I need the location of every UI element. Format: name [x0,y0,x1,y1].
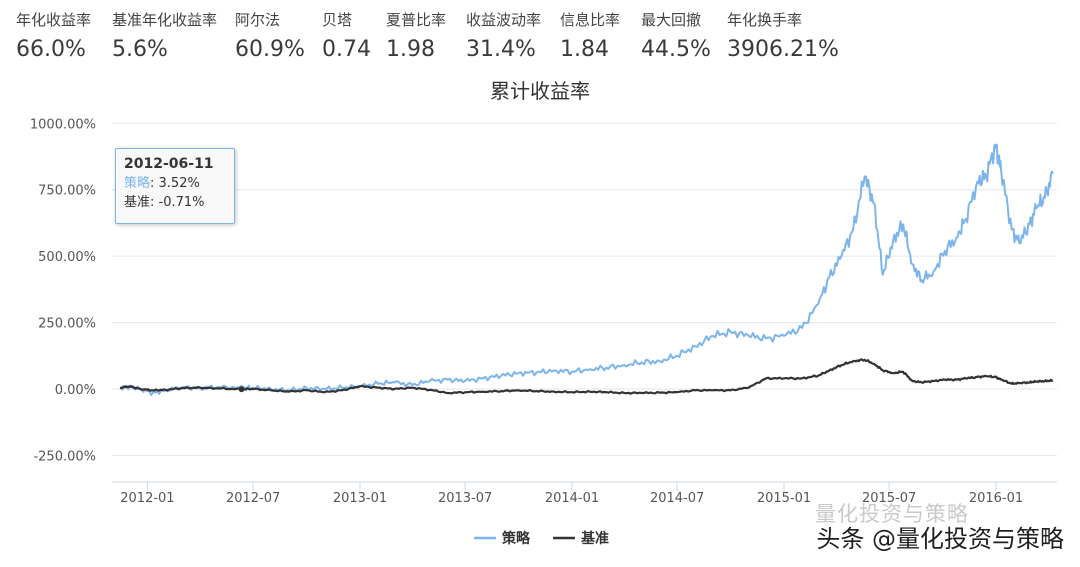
tooltip-row-strategy: 策略: 3.52% [124,176,200,191]
legend-item-strategy[interactable]: 策略 [474,530,531,547]
y-tick-label: 750.00% [38,184,96,199]
y-tick-label: 500.00% [38,250,96,265]
metric-label: 年化换手率 [727,11,803,29]
tooltip-date: 2012-06-11 [124,156,214,172]
x-tick-label: 2016-01 [969,491,1023,506]
metric-value: 1.98 [386,37,435,62]
metric-benchmark-annual-return: 基准年化收益率 5.6% [112,9,217,64]
tooltip-series-value: 3.52% [158,176,200,191]
x-tick-label: 2012-07 [226,491,280,506]
x-tick-label: 2013-01 [333,491,387,506]
benchmark-line[interactable] [119,358,1054,395]
x-tick-label: 2015-07 [862,491,916,506]
x-tick-label: 2015-01 [757,491,811,506]
metric-value: 3906.21% [727,37,839,62]
tick-labels: -250.00% 0.00% 250.00% 500.00% 750.00% 1000.0… [30,117,1023,506]
metrics-bar: 年化收益率 66.0% 基准年化收益率 5.6% 阿尔法 60.9% 贝塔 0.… [16,9,1064,69]
metric-value: 0.74 [322,37,371,62]
legend-label: 基准 [581,530,609,547]
metric-sharpe: 夏普比率 1.98 [386,9,446,64]
strategy-line[interactable] [119,143,1054,396]
chart-tooltip: 2012-06-11 策略: 3.52% 基准: -0.71% [115,148,235,224]
x-axis [112,481,1057,491]
metric-label: 年化收益率 [16,11,92,29]
metric-value: 66.0% [16,37,86,62]
metric-label: 夏普比率 [386,11,447,29]
metric-value: 5.6% [112,37,168,62]
tooltip-series-name: 策略 [124,176,151,191]
metric-label: 基准年化收益率 [112,11,218,29]
metric-max-drawdown: 最大回撤 44.5% [641,9,711,64]
x-tick-label: 2013-07 [438,491,492,506]
chart-title: 累计收益率 [490,79,590,103]
hover-point-benchmark [238,386,245,393]
metric-value: 60.9% [235,37,305,62]
legend-item-benchmark[interactable]: 基准 [553,530,609,547]
metric-annual-turnover: 年化换手率 3906.21% [727,9,839,64]
metric-information-ratio: 信息比率 1.84 [560,9,620,64]
metric-label: 收益波动率 [466,11,542,29]
y-tick-label: 250.00% [38,317,96,332]
metric-annual-return: 年化收益率 66.0% [16,9,91,64]
metric-beta: 贝塔 0.74 [322,9,371,64]
tooltip-row-benchmark: 基准: -0.71% [124,195,205,210]
x-tick-label: 2012-01 [120,491,174,506]
grid-lines [112,122,1057,456]
watermark-text: 头条 @量化投资与策略 [816,525,1064,553]
legend[interactable]: 策略 基准 [474,530,609,547]
hover-marker [238,385,245,393]
metric-volatility: 收益波动率 31.4% [466,9,541,64]
tooltip-series-value: -0.71% [158,195,205,210]
series-layer [119,143,1054,396]
x-tick-label: 2014-01 [545,491,599,506]
tooltip-series-name: 基准 [124,195,151,210]
y-tick-label: 1000.00% [30,117,96,132]
metric-value: 31.4% [466,37,536,62]
metric-label: 最大回撤 [641,11,702,29]
metric-value: 1.84 [560,37,609,62]
metric-label: 信息比率 [560,11,621,29]
metric-label: 阿尔法 [235,11,281,29]
watermark-ghost-text: 量化投资与策略 [815,502,969,526]
metric-value: 44.5% [641,37,711,62]
legend-label: 策略 [501,530,531,547]
y-tick-label: -250.00% [33,449,96,464]
x-tick-label: 2014-07 [650,491,704,506]
y-tick-label: 0.00% [55,383,96,398]
metric-alpha: 阿尔法 60.9% [235,9,305,64]
watermark: 头条 @量化投资与策略 [807,519,1064,554]
metric-label: 贝塔 [322,11,353,29]
